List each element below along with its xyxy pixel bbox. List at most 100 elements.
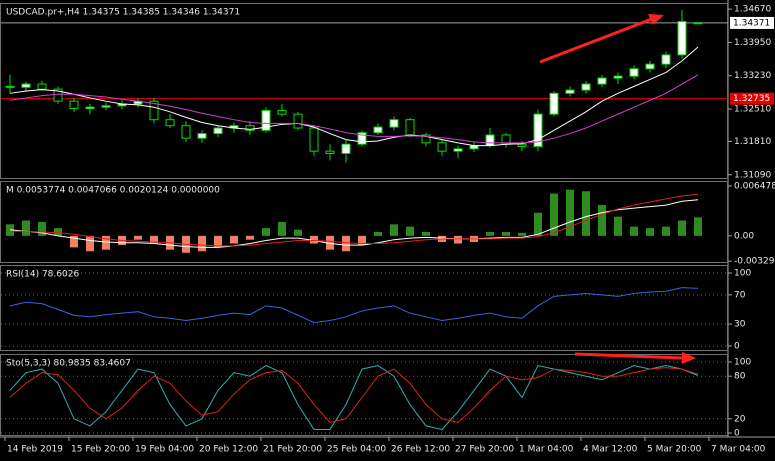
histogram-bar [422, 232, 430, 236]
x-tick-label: 5 Mar 20:00 [647, 445, 702, 455]
candle-body [373, 126, 383, 134]
candle-body [389, 119, 399, 128]
candle-body [581, 83, 591, 91]
x-tick-label: 25 Feb 04:00 [327, 445, 386, 455]
candle-body [437, 142, 447, 152]
x-tick-label: 15 Feb 20:00 [71, 445, 130, 455]
candle-body [597, 77, 607, 85]
candle-body [309, 127, 319, 152]
histogram-bar [566, 189, 574, 236]
histogram-bar [246, 235, 254, 240]
histogram-bar [198, 235, 206, 252]
y-tick-label: 1.34670 [734, 5, 771, 15]
candle-body [197, 133, 207, 139]
annotation-arrows [539, 14, 696, 364]
candle-body [149, 100, 159, 121]
y-tick-label: 0 [734, 342, 740, 352]
y-tick-label: 1.31810 [734, 137, 771, 147]
histogram-bar [342, 235, 350, 252]
level-line-label: 1.32735 [733, 94, 770, 104]
candle-body [261, 109, 271, 131]
candle-body [213, 127, 223, 135]
indicator-line [9, 74, 699, 144]
candle-body [565, 89, 575, 94]
histogram-bar [294, 229, 302, 236]
candle-body [357, 132, 367, 145]
histogram-bar [54, 228, 62, 236]
histogram-bar [310, 235, 318, 244]
y-tick-label: 80 [734, 372, 746, 382]
indicator-line [9, 364, 699, 431]
panel-frame [0, 265, 728, 351]
histogram-bar [38, 222, 46, 236]
candle-body [453, 148, 463, 152]
indicator-line [10, 193, 699, 247]
x-tick-label: 27 Feb 20:00 [455, 445, 514, 455]
y-tick-label: 0.00 [734, 231, 754, 241]
histogram-bar [86, 235, 94, 252]
x-tick-label: 26 Feb 12:00 [391, 445, 450, 455]
histogram-bar [278, 222, 286, 236]
histogram-bar [662, 226, 670, 236]
indicator-line [9, 367, 699, 423]
arrow-head [648, 14, 664, 25]
panel-title: M 0.0053774 0.0047066 0.0020124 0.000000… [6, 186, 220, 196]
y-tick-label: 100 [734, 358, 751, 368]
histogram-bar [694, 217, 702, 236]
candle-body [677, 21, 687, 56]
candle-body [53, 88, 63, 102]
candle-body [645, 63, 655, 70]
candle-body [245, 125, 255, 131]
trend-arrow [574, 352, 684, 360]
histogram-bar [678, 220, 686, 236]
candle-body [21, 83, 31, 88]
indicator-line [9, 287, 699, 324]
histogram-bar [454, 235, 462, 244]
arrow-head [682, 352, 696, 364]
histogram-bar [550, 193, 558, 236]
y-tick-label: 0 [734, 429, 740, 439]
candle-body [405, 119, 415, 136]
histogram-bar [406, 226, 414, 236]
candle-body [5, 85, 15, 88]
indicator-line [9, 46, 699, 147]
histogram-bar [102, 235, 110, 250]
candle-body [613, 75, 623, 79]
y-tick-label: 100 [734, 269, 751, 279]
histogram-bar [486, 232, 494, 236]
x-tick-label: 20 Feb 12:00 [199, 445, 258, 455]
price-line-box [730, 16, 774, 29]
y-tick-label: 1.32510 [734, 105, 771, 115]
x-tick-label: 19 Feb 04:00 [135, 445, 194, 455]
histogram-bar [326, 235, 334, 250]
histogram-bar [262, 228, 270, 236]
x-tick-label: 4 Mar 12:00 [583, 445, 638, 455]
candle-body [165, 119, 175, 127]
panel-title: RSI(14) 78.6026 [6, 270, 79, 280]
candle-body [517, 143, 527, 148]
y-tick-label: 1.31090 [734, 170, 771, 180]
candle-body [37, 83, 47, 90]
histogram-bar [214, 235, 222, 248]
candle-body [629, 68, 639, 77]
panel-frame [0, 3, 728, 179]
panel-title: USDCAD.pr+,H4 1.34375 1.34385 1.34346 1.… [6, 8, 240, 18]
candle-body [421, 134, 431, 144]
panel-title: Sto(5,3,3) 80.9835 83.4607 [6, 359, 131, 369]
candle-body [69, 100, 79, 110]
candle-body [485, 134, 495, 147]
trend-arrow [539, 17, 653, 64]
histogram-bar [630, 226, 638, 236]
candle-body [101, 105, 111, 108]
y-tick-label: 0.006478 [734, 182, 775, 192]
histogram-bar [134, 235, 142, 240]
candle-body [293, 113, 303, 129]
candle-body [325, 150, 335, 154]
candle-body [533, 113, 543, 148]
histogram-bar [598, 205, 606, 236]
candle-body [549, 92, 559, 115]
candle-body [277, 109, 287, 115]
x-tick-label: 14 Feb 2019 [7, 445, 63, 455]
